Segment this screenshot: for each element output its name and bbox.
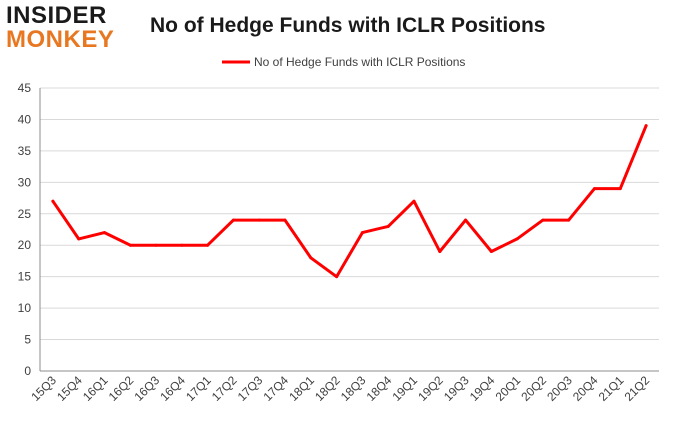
- grid-lines: [40, 87, 659, 341]
- x-tick-label: 20Q3: [544, 373, 575, 404]
- y-tick-label: 10: [18, 301, 32, 315]
- data-point: [515, 237, 519, 241]
- data-point: [154, 243, 158, 247]
- y-tick-label: 15: [18, 270, 32, 284]
- x-tick-label: 17Q2: [209, 373, 240, 404]
- y-tick-label: 45: [18, 81, 32, 95]
- legend-label: No of Hedge Funds with ICLR Positions: [254, 55, 465, 69]
- logo-line-monkey: MONKEY: [6, 26, 115, 53]
- x-tick-label: 15Q3: [28, 373, 59, 404]
- x-tick-label: 21Q1: [596, 373, 627, 404]
- logo-line-insider: INSIDER: [6, 2, 107, 29]
- insider-monkey-logo: INSIDER MONKEY: [6, 4, 128, 56]
- x-tick-label: 21Q2: [622, 373, 653, 404]
- x-tick-label: 15Q4: [54, 373, 85, 404]
- x-tick-label: 19Q3: [441, 373, 472, 404]
- data-point: [257, 218, 261, 222]
- data-point: [51, 199, 55, 203]
- x-tick-label: 18Q3: [338, 373, 369, 404]
- data-point: [102, 231, 106, 235]
- x-tick-label: 20Q1: [493, 373, 524, 404]
- y-tick-label: 0: [24, 364, 31, 378]
- x-tick-label: 18Q1: [286, 373, 317, 404]
- data-point: [309, 256, 313, 260]
- x-tick-label: 16Q4: [157, 373, 188, 404]
- x-tick-label: 19Q1: [389, 373, 420, 404]
- x-tick-label: 19Q2: [415, 373, 446, 404]
- series-line: [51, 124, 648, 279]
- series-group: [51, 124, 648, 279]
- x-tick-label: 18Q2: [312, 373, 343, 404]
- y-tick-label: 40: [18, 112, 32, 126]
- x-tick-label: 17Q4: [260, 373, 291, 404]
- x-tick-label: 18Q4: [364, 373, 395, 404]
- x-tick-label: 16Q2: [106, 373, 137, 404]
- data-point: [128, 243, 132, 247]
- x-tick-label: 16Q1: [80, 373, 111, 404]
- y-tick-label: 30: [18, 175, 32, 189]
- data-point: [206, 243, 210, 247]
- data-point: [567, 218, 571, 222]
- x-tick-label: 19Q4: [467, 373, 498, 404]
- y-tick-label: 25: [18, 207, 32, 221]
- data-point: [360, 231, 364, 235]
- data-point: [644, 124, 648, 128]
- data-point: [593, 187, 597, 191]
- data-point: [77, 237, 81, 241]
- data-point: [618, 187, 622, 191]
- data-point: [412, 199, 416, 203]
- x-tick-label: 16Q3: [132, 373, 163, 404]
- x-axis-ticks: 15Q315Q416Q116Q216Q316Q417Q117Q217Q317Q4…: [28, 373, 652, 404]
- y-tick-label: 5: [24, 333, 31, 347]
- data-point: [180, 243, 184, 247]
- data-point: [541, 218, 545, 222]
- data-point: [464, 218, 468, 222]
- data-point: [386, 224, 390, 228]
- x-tick-label: 17Q3: [235, 373, 266, 404]
- data-point: [231, 218, 235, 222]
- axes: [39, 88, 659, 372]
- x-tick-label: 20Q2: [518, 373, 549, 404]
- x-tick-label: 20Q4: [570, 373, 601, 404]
- legend: No of Hedge Funds with ICLR Positions: [222, 55, 465, 69]
- data-point: [489, 250, 493, 254]
- chart-title: No of Hedge Funds with ICLR Positions: [150, 14, 546, 37]
- x-tick-label: 17Q1: [183, 373, 214, 404]
- y-tick-label: 35: [18, 144, 32, 158]
- data-point: [335, 275, 339, 279]
- y-axis-ticks: 0 5 10 15 20 25 30 35 40 45: [18, 81, 32, 378]
- data-point: [438, 250, 442, 254]
- y-tick-label: 20: [18, 238, 32, 252]
- data-point: [283, 218, 287, 222]
